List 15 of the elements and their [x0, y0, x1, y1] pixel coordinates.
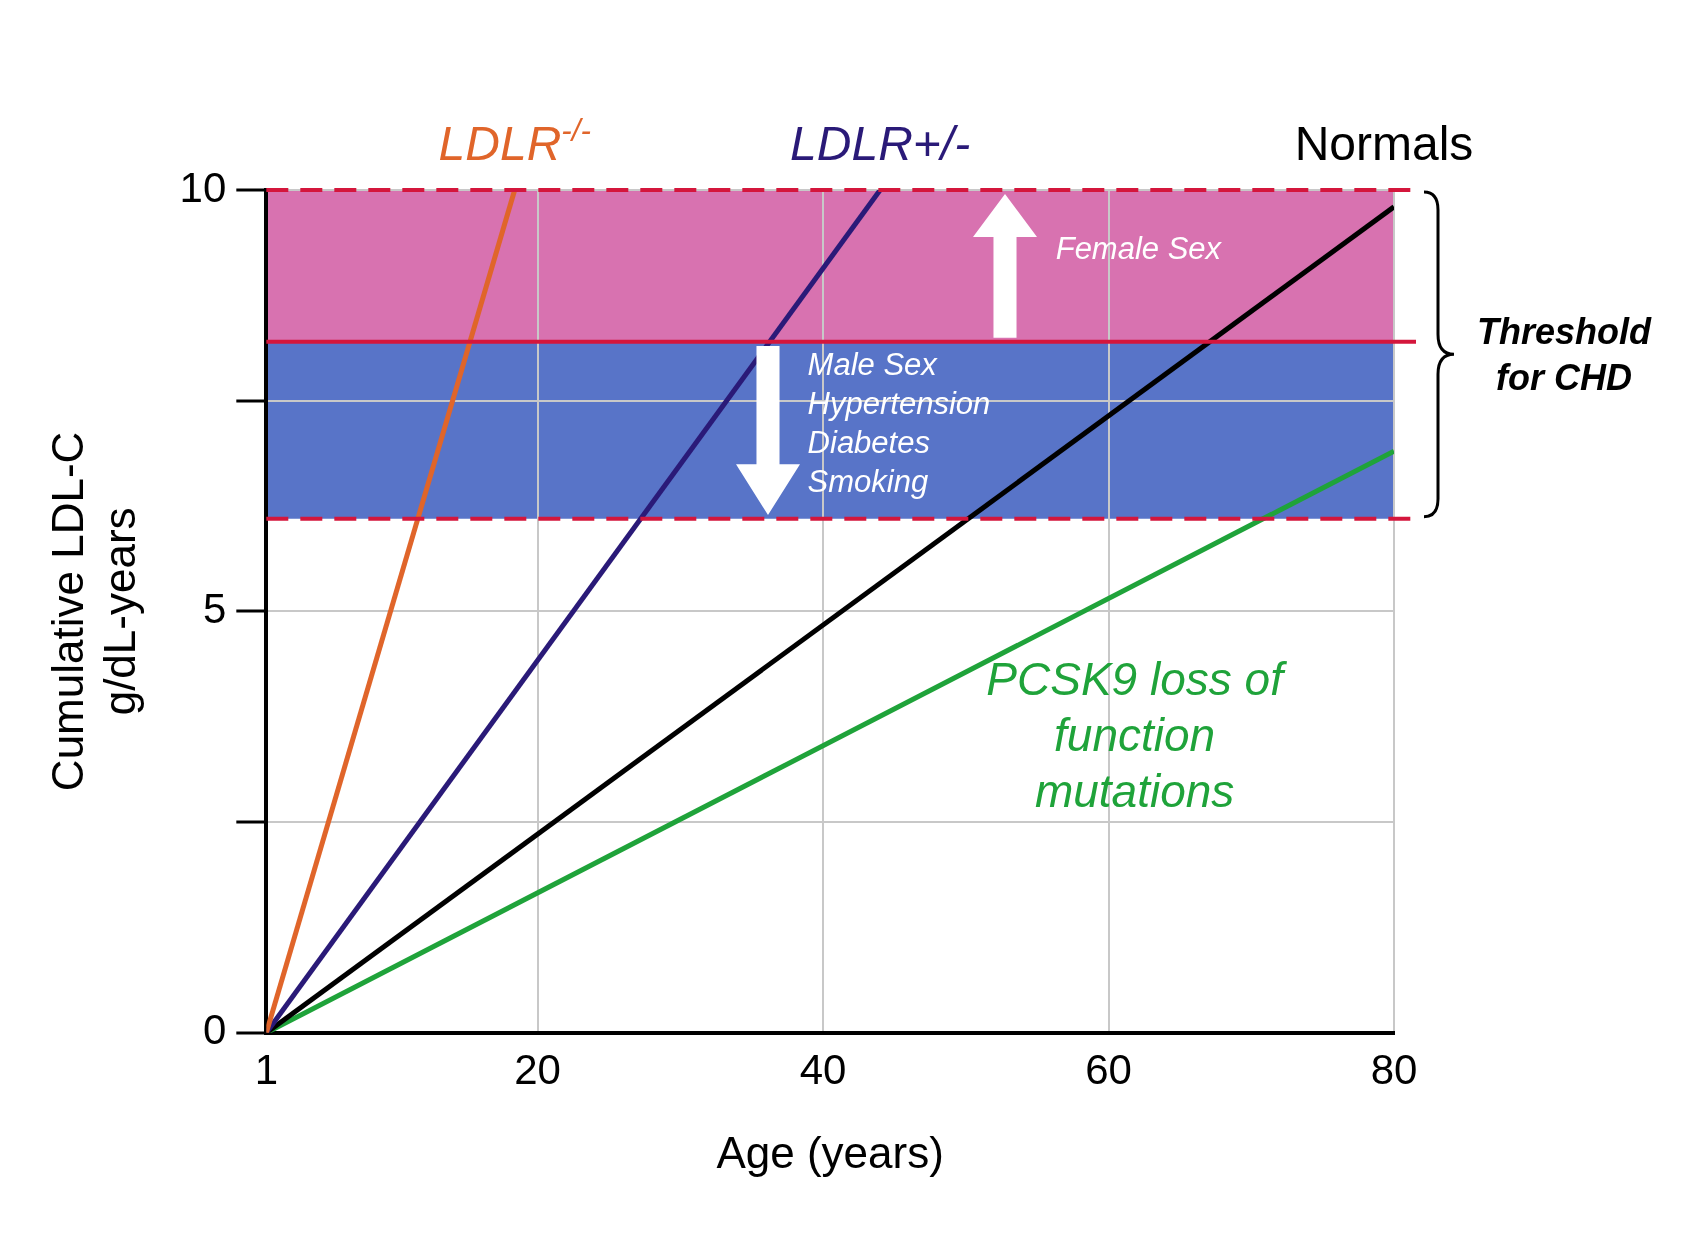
x-tick-label: 1 — [254, 1045, 278, 1093]
series-label: Normals — [1294, 117, 1474, 170]
series-label: LDLR-/- — [438, 112, 591, 170]
series-label: PCSK9 loss of function mutations — [986, 653, 1288, 818]
x-tick-label: 80 — [1370, 1045, 1418, 1093]
x-axis-title: Age (years) — [716, 1127, 944, 1177]
y-tick-label: 10 — [179, 163, 227, 211]
series-label: LDLR+/- — [790, 117, 971, 170]
y-axis-title: Cumulative LDL-C g/dL-years — [42, 431, 145, 792]
text: Threshold for CHD — [1476, 311, 1653, 399]
x-tick-label: 60 — [1085, 1045, 1132, 1093]
x-tick-label: 20 — [514, 1045, 561, 1093]
y-tick-label: 0 — [202, 1006, 227, 1054]
x-tick-label: 40 — [799, 1045, 847, 1093]
y-tick-label: 5 — [202, 584, 227, 632]
